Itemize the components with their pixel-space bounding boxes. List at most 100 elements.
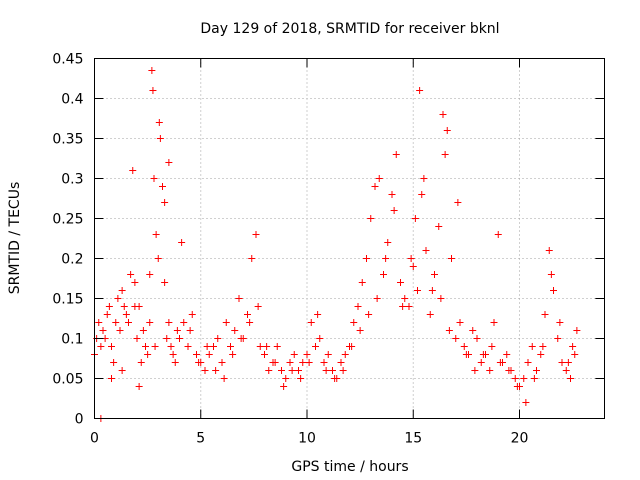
- data-point: [316, 335, 324, 342]
- data-point: [173, 327, 181, 334]
- data-point: [384, 239, 392, 246]
- data-point: [244, 311, 251, 318]
- data-point: [148, 67, 156, 74]
- data-point: [520, 375, 528, 382]
- data-point: [227, 343, 234, 350]
- y-tick-label: 0.4: [61, 92, 83, 108]
- data-point: [273, 343, 281, 350]
- data-point: [103, 311, 111, 318]
- y-tick-label: 0.1: [61, 332, 83, 348]
- data-point: [539, 343, 547, 350]
- data-point: [496, 359, 504, 366]
- data-point: [159, 183, 166, 190]
- data-point: [125, 319, 132, 326]
- data-point: [139, 327, 147, 334]
- data-point: [218, 359, 226, 366]
- data-point: [454, 199, 462, 206]
- data-point: [237, 335, 245, 342]
- data-point: [184, 343, 192, 350]
- data-point: [513, 383, 521, 390]
- data-point: [522, 399, 530, 406]
- data-point: [365, 311, 373, 318]
- data-point: [437, 295, 445, 302]
- data-point: [154, 255, 162, 262]
- y-axis-label: SRMTID / TECUs: [7, 182, 23, 295]
- data-point: [399, 303, 407, 310]
- data-point: [149, 87, 157, 94]
- data-point: [278, 367, 285, 374]
- data-point: [420, 175, 428, 182]
- x-tick-label: 10: [298, 431, 316, 447]
- data-point: [305, 359, 313, 366]
- data-point: [97, 343, 105, 350]
- data-point: [462, 351, 470, 358]
- data-point: [314, 311, 322, 318]
- data-point: [435, 223, 443, 230]
- data-point: [176, 335, 183, 342]
- data-point: [341, 351, 349, 358]
- data-point: [299, 359, 307, 366]
- data-point: [375, 175, 383, 182]
- data-point: [118, 287, 126, 294]
- data-point: [248, 255, 256, 262]
- data-point: [210, 343, 217, 350]
- data-point: [401, 295, 409, 302]
- data-point: [169, 351, 177, 358]
- data-point: [99, 327, 107, 334]
- data-point: [524, 359, 532, 366]
- data-point: [288, 367, 296, 374]
- x-tick-label: 5: [196, 431, 205, 447]
- data-point: [114, 295, 122, 302]
- x-tick-label: 0: [90, 431, 99, 447]
- data-point: [105, 303, 113, 310]
- data-point: [533, 367, 540, 374]
- data-point: [414, 287, 421, 294]
- data-point: [205, 351, 213, 358]
- data-point: [271, 359, 279, 366]
- data-point: [530, 375, 538, 382]
- y-tick-label: 0.3: [61, 172, 83, 188]
- data-point: [95, 319, 103, 326]
- data-point: [193, 351, 200, 358]
- data-point: [367, 215, 375, 222]
- data-point: [405, 303, 413, 310]
- data-point: [163, 335, 171, 342]
- data-point: [116, 327, 124, 334]
- data-point: [331, 375, 339, 382]
- x-tick-label: 20: [511, 431, 529, 447]
- data-point: [564, 359, 572, 366]
- data-point: [112, 319, 120, 326]
- y-tick-label: 0.35: [52, 132, 83, 148]
- data-point: [131, 279, 139, 286]
- data-point: [348, 343, 356, 350]
- data-point: [324, 351, 332, 358]
- data-point: [356, 327, 364, 334]
- data-point: [363, 255, 370, 262]
- data-point: [131, 303, 139, 310]
- data-point: [286, 359, 294, 366]
- data-point: [201, 367, 209, 374]
- data-point: [409, 263, 417, 270]
- data-point: [165, 319, 173, 326]
- data-point: [129, 167, 137, 174]
- data-point: [307, 319, 315, 326]
- data-point: [469, 327, 477, 334]
- data-point: [350, 319, 358, 326]
- data-point: [494, 231, 502, 238]
- data-point: [443, 127, 451, 134]
- data-point: [473, 335, 481, 342]
- data-point: [155, 119, 163, 126]
- data-point: [562, 367, 570, 374]
- data-point: [312, 343, 319, 350]
- data-point: [541, 311, 549, 318]
- data-point: [528, 343, 536, 350]
- data-point: [418, 191, 426, 198]
- y-tick-label: 0.05: [52, 372, 83, 388]
- data-point: [108, 375, 115, 382]
- data-point: [416, 87, 424, 94]
- data-point: [471, 367, 479, 374]
- data-point: [339, 367, 347, 374]
- data-point: [214, 335, 222, 342]
- data-point: [550, 287, 557, 294]
